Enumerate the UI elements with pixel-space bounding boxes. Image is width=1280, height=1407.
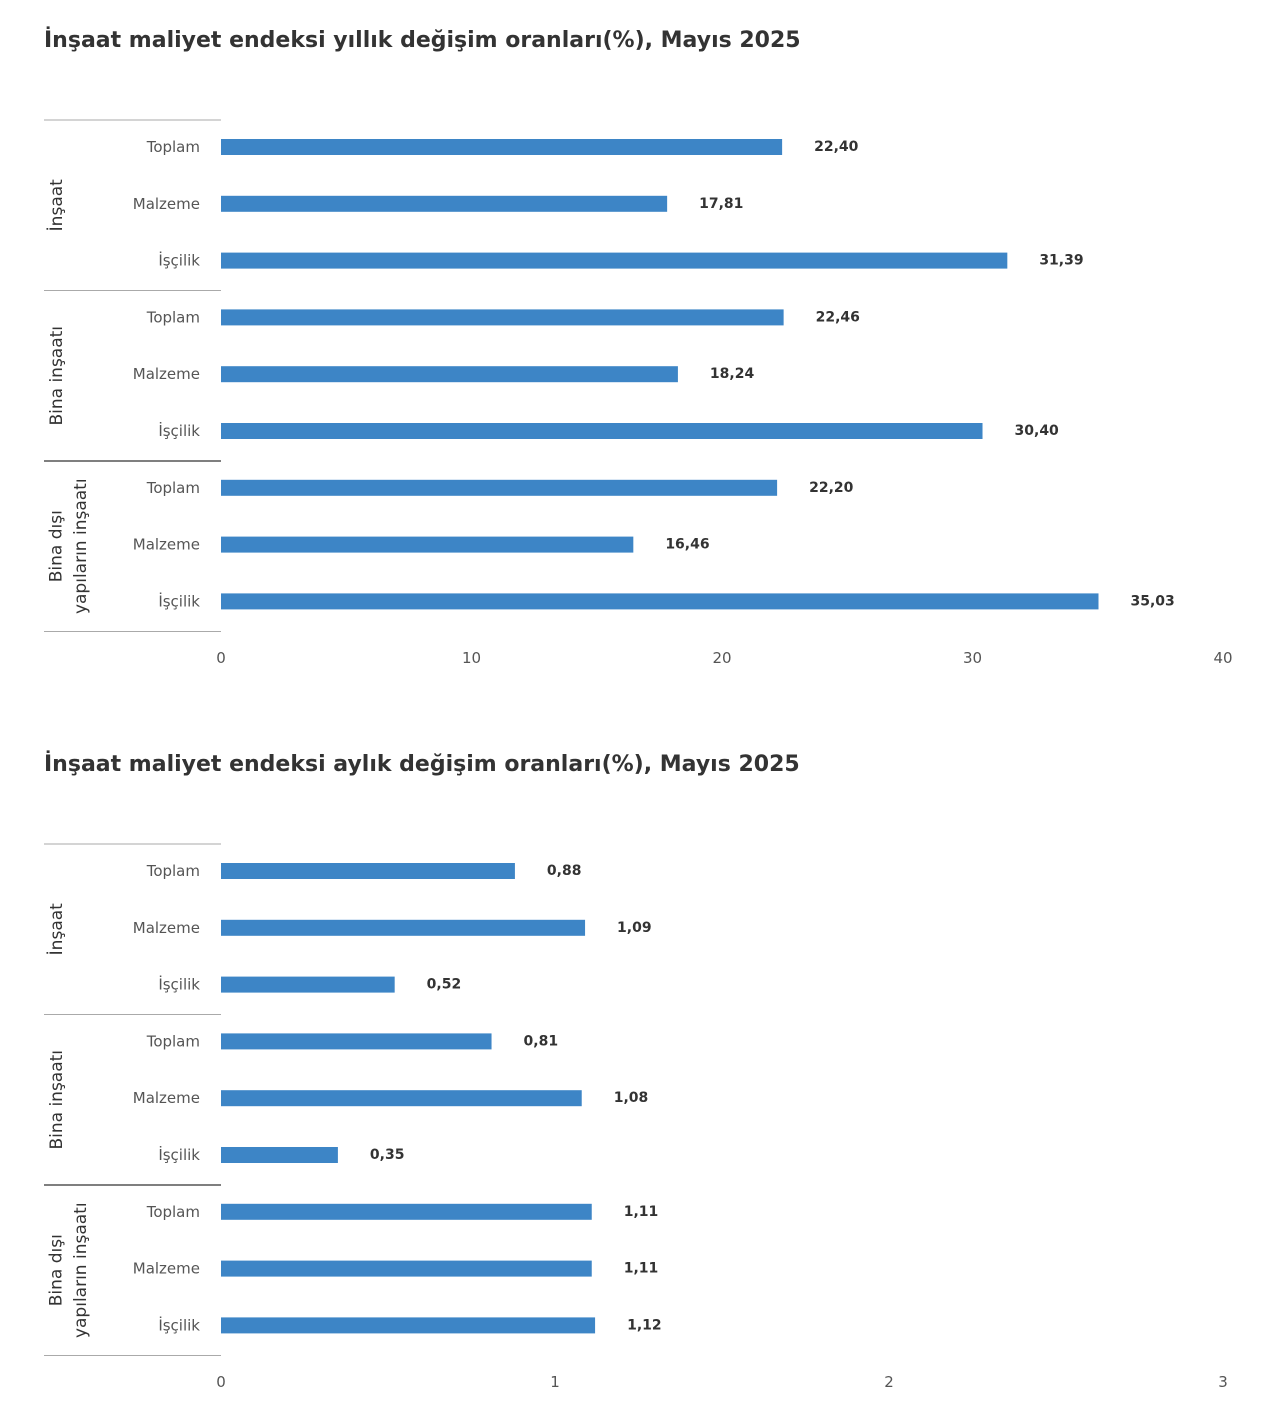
data-label: 31,39 — [1039, 253, 1083, 269]
data-label: 1,11 — [624, 1204, 659, 1220]
data-label: 1,08 — [614, 1090, 649, 1106]
category-label: Malzeme — [133, 365, 200, 383]
category-label: İşçilik — [158, 1145, 200, 1164]
bar — [221, 252, 1008, 269]
bar — [221, 1203, 592, 1220]
bar — [221, 1090, 582, 1107]
category-label: İşçilik — [158, 1315, 200, 1334]
bar — [221, 479, 778, 496]
category-label: Malzeme — [133, 919, 200, 937]
bar — [221, 1260, 592, 1277]
bar — [221, 1317, 596, 1334]
bar — [221, 536, 634, 553]
data-label: 22,46 — [816, 309, 860, 325]
x-tick-label: 3 — [1218, 1373, 1228, 1391]
data-label: 1,12 — [627, 1317, 662, 1333]
data-label: 1,11 — [624, 1261, 659, 1277]
category-label: İşçilik — [158, 421, 200, 440]
category-label: Malzeme — [133, 1260, 200, 1278]
monthly-change-chart: İnşaat maliyet endeksi aylık değişim ora… — [0, 724, 1280, 1407]
category-label: Malzeme — [133, 536, 200, 554]
data-label: 0,35 — [370, 1147, 405, 1163]
monthly-change-bars: İnşaat Toplam 0,88 Malzeme 1,09 İşçilik 0,52 Bi… — [44, 843, 1228, 1391]
category-label: İşçilik — [158, 251, 200, 270]
x-tick-label: 0 — [216, 649, 226, 667]
category-label: Toplam — [146, 479, 200, 497]
category-label: İşçilik — [158, 975, 200, 994]
category-label: Toplam — [146, 1203, 200, 1221]
chart-title: İnşaat maliyet endeksi yıllık değişim or… — [44, 28, 801, 53]
group-label: Bina dışı yapıların inşaatı — [46, 1202, 91, 1338]
bar — [221, 863, 515, 879]
group-label: İnşaat — [46, 903, 67, 955]
category-label: Toplam — [146, 1032, 200, 1050]
data-label: 16,46 — [665, 537, 709, 553]
x-tick-label: 10 — [462, 649, 481, 667]
bar — [221, 976, 395, 993]
group-label: Bina inşaatı — [47, 1050, 67, 1150]
data-label: 22,40 — [814, 139, 859, 155]
x-tick-label: 2 — [884, 1373, 894, 1391]
bar — [221, 1147, 338, 1163]
data-label: 30,40 — [1015, 423, 1060, 439]
data-label: 35,03 — [1131, 593, 1175, 609]
category-label: Malzeme — [133, 195, 200, 213]
data-label: 18,24 — [710, 366, 755, 382]
annual-change-chart: İnşaat maliyet endeksi yıllık değişim or… — [0, 0, 1280, 700]
data-label: 0,52 — [427, 977, 462, 993]
annual-change-bars: İnşaat Toplam 22,40 Malzeme 17,81 İşçilik 31,3… — [44, 119, 1233, 667]
data-label: 1,09 — [617, 920, 652, 936]
group-label: İnşaat — [46, 179, 67, 231]
bar — [221, 593, 1099, 610]
category-label: Malzeme — [133, 1089, 200, 1107]
group-label: Bina inşaatı — [47, 326, 67, 426]
group-label: Bina dışı yapıların inşaatı — [46, 478, 91, 614]
bar — [221, 366, 678, 383]
bar — [221, 309, 784, 326]
bar — [221, 195, 668, 212]
bar — [221, 139, 783, 155]
chart-title: İnşaat maliyet endeksi aylık değişim ora… — [44, 752, 800, 777]
x-tick-label: 0 — [216, 1373, 226, 1391]
data-label: 22,20 — [809, 480, 854, 496]
x-tick-label: 1 — [550, 1373, 560, 1391]
category-label: Toplam — [146, 862, 200, 880]
x-tick-label: 30 — [963, 649, 982, 667]
bar — [221, 1033, 492, 1050]
data-label: 17,81 — [699, 196, 743, 212]
category-label: Toplam — [146, 308, 200, 326]
category-label: İşçilik — [158, 591, 200, 610]
bar — [221, 423, 983, 439]
x-tick-label: 40 — [1213, 649, 1232, 667]
x-tick-label: 20 — [712, 649, 731, 667]
category-label: Toplam — [146, 138, 200, 156]
bar — [221, 919, 586, 936]
data-label: 0,88 — [547, 863, 582, 879]
data-label: 0,81 — [524, 1033, 559, 1049]
